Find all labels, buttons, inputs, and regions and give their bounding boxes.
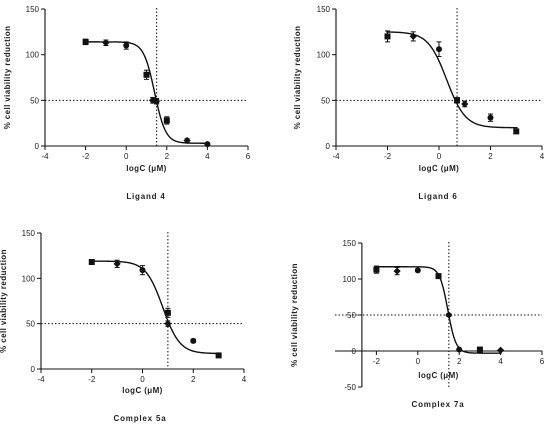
- chart-caption: Ligand 4: [126, 192, 165, 201]
- data-point: [445, 311, 453, 319]
- data-point: [435, 273, 442, 280]
- y-axis-label: % cell viability reduction: [0, 249, 8, 353]
- x-tick-label: 6: [246, 152, 251, 161]
- x-tick-label: 2: [457, 357, 462, 366]
- x-tick-label: 4: [498, 357, 503, 366]
- y-axis-label: % cell viability reduction: [3, 26, 12, 130]
- y-tick-label: 0: [31, 365, 36, 374]
- x-tick-label: 2: [165, 152, 170, 161]
- y-tick-label: 50: [26, 320, 35, 329]
- fit-curve: [375, 266, 502, 354]
- data-point: [384, 33, 391, 40]
- data-point: [143, 71, 150, 78]
- data-point: [215, 352, 222, 359]
- x-tick-label: 0: [416, 357, 421, 366]
- data-point: [476, 346, 483, 353]
- data-point: [164, 320, 172, 328]
- x-tick-label: 0: [124, 152, 129, 161]
- fit-curve: [386, 31, 518, 129]
- data-point: [163, 117, 170, 124]
- chart-panel-1: 0 50 100 150 -4 -2 0 2 4 6 logC (μM) % cell viabili…: [3, 5, 251, 201]
- data-point: [409, 32, 417, 40]
- x-axis-label: logC (μM): [418, 371, 458, 380]
- data-point: [139, 267, 146, 274]
- data-point: [204, 141, 211, 148]
- data-point: [456, 346, 463, 353]
- x-tick-label: 6: [540, 357, 545, 366]
- data-point: [113, 260, 121, 268]
- x-tick-label: -2: [373, 357, 381, 366]
- y-tick-label: 150: [317, 5, 331, 14]
- x-tick-label: 2: [191, 375, 196, 384]
- x-tick-label: -4: [41, 152, 49, 161]
- x-axis-label: logC (μM): [419, 164, 459, 173]
- data-point: [393, 267, 401, 275]
- data-point: [88, 259, 95, 266]
- data-point: [102, 39, 110, 47]
- y-tick-label: 0: [351, 347, 356, 356]
- y-tick-label: 100: [317, 51, 331, 60]
- data-point: [153, 98, 160, 105]
- x-tick-label: 0: [140, 375, 145, 384]
- y-tick-label: 100: [343, 275, 357, 284]
- fit-curve: [84, 41, 209, 144]
- data-point: [513, 128, 520, 135]
- x-tick-label: -4: [37, 375, 45, 384]
- chart-caption: Complex 7a: [412, 400, 465, 409]
- x-tick-label: 4: [242, 375, 247, 384]
- data-point: [82, 38, 89, 45]
- y-tick-label: 50: [321, 96, 330, 105]
- y-tick-label: 50: [347, 311, 356, 320]
- data-point: [190, 337, 197, 344]
- chart-panel-3: 0 50 100 150 -4 -2 0 2 4 logC (μM) % cell viabilit…: [0, 229, 247, 423]
- x-tick-label: -2: [82, 152, 90, 161]
- data-point: [123, 42, 130, 49]
- y-tick-label: 50: [30, 96, 39, 105]
- x-tick-label: -2: [384, 152, 392, 161]
- x-tick-label: -2: [88, 375, 96, 384]
- y-tick-label: 0: [326, 142, 331, 151]
- data-point: [454, 97, 461, 104]
- y-tick-label: 100: [22, 274, 36, 283]
- chart-caption: Complex 5a: [114, 414, 167, 423]
- y-tick-label: 150: [22, 229, 36, 238]
- fit-curve: [90, 260, 220, 355]
- data-point: [164, 309, 171, 316]
- data-point: [461, 100, 469, 108]
- chart-caption: Ligand 6: [418, 192, 457, 201]
- data-point: [497, 346, 505, 354]
- data-point: [436, 46, 442, 53]
- data-point: [414, 267, 421, 274]
- x-tick-label: 4: [205, 152, 210, 161]
- x-tick-label: 0: [437, 152, 442, 161]
- x-axis-label: logC (μM): [126, 164, 166, 173]
- y-axis-label: % cell viability reduction: [293, 26, 302, 130]
- x-tick-label: 4: [540, 152, 545, 161]
- data-point: [183, 136, 191, 145]
- data-point: [487, 114, 494, 121]
- x-tick-label: 2: [488, 152, 493, 161]
- y-tick-label: 100: [26, 51, 40, 60]
- x-tick-label: -4: [332, 152, 340, 161]
- y-tick-label: 150: [343, 239, 357, 248]
- y-tick-label: 150: [26, 5, 40, 14]
- y-axis-label: % cell viability reduction: [290, 263, 299, 367]
- x-axis-label: logC (μM): [122, 386, 162, 395]
- data-point: [373, 266, 380, 273]
- chart-panel-2: 0 50 100 150 -4 -2 0 2 4 logC (μM) % cell viabilit…: [293, 5, 545, 201]
- y-tick-label: -50: [344, 383, 356, 392]
- chart-panel-4: -50 0 50 100 150 -2 0 2 4 6 logC (μM) % cell viabil…: [290, 239, 545, 409]
- y-tick-label: 0: [35, 142, 40, 151]
